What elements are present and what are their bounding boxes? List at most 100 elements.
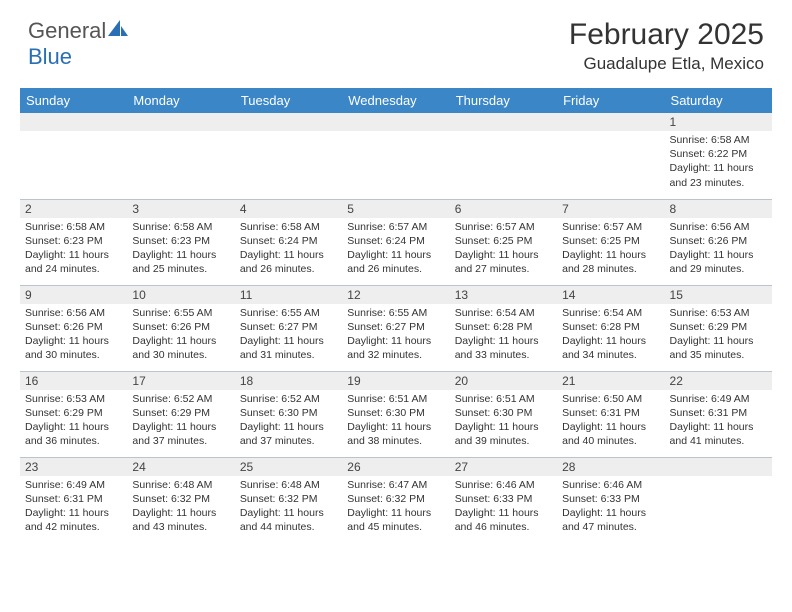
- sunrise-text: Sunrise: 6:47 AM: [347, 478, 444, 492]
- sunrise-text: Sunrise: 6:56 AM: [25, 306, 122, 320]
- day-number: [127, 113, 234, 131]
- day-number: 20: [450, 372, 557, 390]
- daylight-text: Daylight: 11 hours and 31 minutes.: [240, 334, 337, 362]
- day-data: Sunrise: 6:53 AMSunset: 6:29 PMDaylight:…: [20, 390, 127, 449]
- day-cell: 23Sunrise: 6:49 AMSunset: 6:31 PMDayligh…: [20, 457, 127, 543]
- week-row: 9Sunrise: 6:56 AMSunset: 6:26 PMDaylight…: [20, 285, 772, 371]
- week-row: 23Sunrise: 6:49 AMSunset: 6:31 PMDayligh…: [20, 457, 772, 543]
- day-cell: [235, 113, 342, 199]
- day-cell: 19Sunrise: 6:51 AMSunset: 6:30 PMDayligh…: [342, 371, 449, 457]
- sunrise-text: Sunrise: 6:57 AM: [562, 220, 659, 234]
- day-header: Friday: [557, 88, 664, 113]
- day-data: Sunrise: 6:46 AMSunset: 6:33 PMDaylight:…: [450, 476, 557, 535]
- day-data: Sunrise: 6:46 AMSunset: 6:33 PMDaylight:…: [557, 476, 664, 535]
- day-cell: 17Sunrise: 6:52 AMSunset: 6:29 PMDayligh…: [127, 371, 234, 457]
- sunset-text: Sunset: 6:27 PM: [240, 320, 337, 334]
- daylight-text: Daylight: 11 hours and 24 minutes.: [25, 248, 122, 276]
- daylight-text: Daylight: 11 hours and 28 minutes.: [562, 248, 659, 276]
- day-number: 11: [235, 286, 342, 304]
- sunset-text: Sunset: 6:32 PM: [347, 492, 444, 506]
- day-number: 6: [450, 200, 557, 218]
- day-cell: [665, 457, 772, 543]
- day-number: 7: [557, 200, 664, 218]
- day-cell: 1Sunrise: 6:58 AMSunset: 6:22 PMDaylight…: [665, 113, 772, 199]
- sunset-text: Sunset: 6:26 PM: [132, 320, 229, 334]
- month-title: February 2025: [569, 18, 764, 52]
- sunset-text: Sunset: 6:26 PM: [25, 320, 122, 334]
- day-cell: 14Sunrise: 6:54 AMSunset: 6:28 PMDayligh…: [557, 285, 664, 371]
- day-data: Sunrise: 6:53 AMSunset: 6:29 PMDaylight:…: [665, 304, 772, 363]
- day-cell: 4Sunrise: 6:58 AMSunset: 6:24 PMDaylight…: [235, 199, 342, 285]
- sunset-text: Sunset: 6:24 PM: [347, 234, 444, 248]
- day-data: Sunrise: 6:48 AMSunset: 6:32 PMDaylight:…: [127, 476, 234, 535]
- daylight-text: Daylight: 11 hours and 26 minutes.: [240, 248, 337, 276]
- day-data: Sunrise: 6:52 AMSunset: 6:29 PMDaylight:…: [127, 390, 234, 449]
- day-number: 16: [20, 372, 127, 390]
- sunrise-text: Sunrise: 6:58 AM: [132, 220, 229, 234]
- day-data: Sunrise: 6:52 AMSunset: 6:30 PMDaylight:…: [235, 390, 342, 449]
- day-number: 26: [342, 458, 449, 476]
- day-data: Sunrise: 6:50 AMSunset: 6:31 PMDaylight:…: [557, 390, 664, 449]
- day-cell: 20Sunrise: 6:51 AMSunset: 6:30 PMDayligh…: [450, 371, 557, 457]
- sunrise-text: Sunrise: 6:58 AM: [25, 220, 122, 234]
- day-cell: 10Sunrise: 6:55 AMSunset: 6:26 PMDayligh…: [127, 285, 234, 371]
- day-number: 27: [450, 458, 557, 476]
- sunset-text: Sunset: 6:23 PM: [25, 234, 122, 248]
- day-cell: 24Sunrise: 6:48 AMSunset: 6:32 PMDayligh…: [127, 457, 234, 543]
- day-data: Sunrise: 6:57 AMSunset: 6:25 PMDaylight:…: [557, 218, 664, 277]
- logo-sail-icon: [108, 18, 130, 44]
- day-cell: 7Sunrise: 6:57 AMSunset: 6:25 PMDaylight…: [557, 199, 664, 285]
- day-data: Sunrise: 6:51 AMSunset: 6:30 PMDaylight:…: [342, 390, 449, 449]
- day-cell: [342, 113, 449, 199]
- day-header: Wednesday: [342, 88, 449, 113]
- day-cell: 27Sunrise: 6:46 AMSunset: 6:33 PMDayligh…: [450, 457, 557, 543]
- header: General Blue February 2025 Guadalupe Etl…: [0, 0, 792, 82]
- day-header: Tuesday: [235, 88, 342, 113]
- sunset-text: Sunset: 6:31 PM: [562, 406, 659, 420]
- sunrise-text: Sunrise: 6:55 AM: [132, 306, 229, 320]
- day-number: 1: [665, 113, 772, 131]
- sunrise-text: Sunrise: 6:56 AM: [670, 220, 767, 234]
- sunset-text: Sunset: 6:25 PM: [562, 234, 659, 248]
- day-cell: [557, 113, 664, 199]
- day-number: 10: [127, 286, 234, 304]
- sunrise-text: Sunrise: 6:53 AM: [670, 306, 767, 320]
- daylight-text: Daylight: 11 hours and 36 minutes.: [25, 420, 122, 448]
- day-cell: 21Sunrise: 6:50 AMSunset: 6:31 PMDayligh…: [557, 371, 664, 457]
- sunset-text: Sunset: 6:29 PM: [132, 406, 229, 420]
- sunset-text: Sunset: 6:29 PM: [670, 320, 767, 334]
- day-cell: 22Sunrise: 6:49 AMSunset: 6:31 PMDayligh…: [665, 371, 772, 457]
- daylight-text: Daylight: 11 hours and 23 minutes.: [670, 161, 767, 189]
- title-block: February 2025 Guadalupe Etla, Mexico: [569, 18, 764, 74]
- day-cell: 12Sunrise: 6:55 AMSunset: 6:27 PMDayligh…: [342, 285, 449, 371]
- daylight-text: Daylight: 11 hours and 38 minutes.: [347, 420, 444, 448]
- logo-text: General Blue: [28, 18, 130, 70]
- sunrise-text: Sunrise: 6:58 AM: [670, 133, 767, 147]
- sunrise-text: Sunrise: 6:51 AM: [347, 392, 444, 406]
- day-header: Sunday: [20, 88, 127, 113]
- daylight-text: Daylight: 11 hours and 47 minutes.: [562, 506, 659, 534]
- sunset-text: Sunset: 6:30 PM: [455, 406, 552, 420]
- sunrise-text: Sunrise: 6:49 AM: [670, 392, 767, 406]
- sunset-text: Sunset: 6:30 PM: [240, 406, 337, 420]
- day-data: Sunrise: 6:54 AMSunset: 6:28 PMDaylight:…: [557, 304, 664, 363]
- day-number: 24: [127, 458, 234, 476]
- daylight-text: Daylight: 11 hours and 32 minutes.: [347, 334, 444, 362]
- week-row: 2Sunrise: 6:58 AMSunset: 6:23 PMDaylight…: [20, 199, 772, 285]
- day-number: 21: [557, 372, 664, 390]
- sunrise-text: Sunrise: 6:55 AM: [347, 306, 444, 320]
- day-cell: 18Sunrise: 6:52 AMSunset: 6:30 PMDayligh…: [235, 371, 342, 457]
- day-cell: 28Sunrise: 6:46 AMSunset: 6:33 PMDayligh…: [557, 457, 664, 543]
- day-cell: 6Sunrise: 6:57 AMSunset: 6:25 PMDaylight…: [450, 199, 557, 285]
- day-header: Saturday: [665, 88, 772, 113]
- sunset-text: Sunset: 6:32 PM: [132, 492, 229, 506]
- logo: General Blue: [28, 18, 130, 70]
- sunrise-text: Sunrise: 6:52 AM: [132, 392, 229, 406]
- daylight-text: Daylight: 11 hours and 40 minutes.: [562, 420, 659, 448]
- sunset-text: Sunset: 6:28 PM: [562, 320, 659, 334]
- day-data: Sunrise: 6:57 AMSunset: 6:25 PMDaylight:…: [450, 218, 557, 277]
- day-data: Sunrise: 6:48 AMSunset: 6:32 PMDaylight:…: [235, 476, 342, 535]
- sunrise-text: Sunrise: 6:52 AM: [240, 392, 337, 406]
- sunset-text: Sunset: 6:33 PM: [455, 492, 552, 506]
- day-data: Sunrise: 6:47 AMSunset: 6:32 PMDaylight:…: [342, 476, 449, 535]
